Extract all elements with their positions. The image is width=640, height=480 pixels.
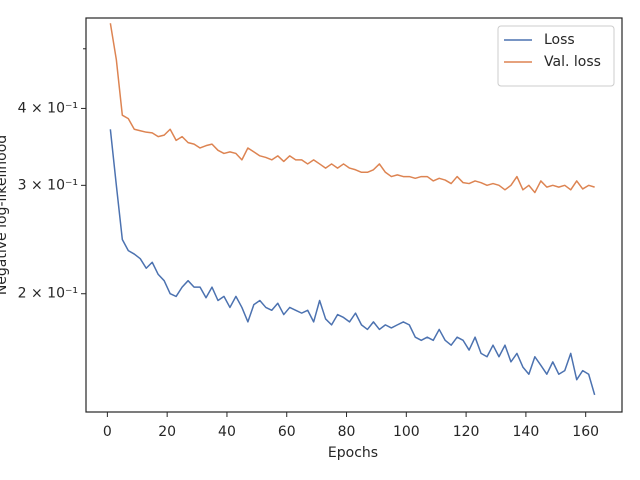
legend-label: Val. loss bbox=[544, 54, 601, 70]
x-tick-label: 0 bbox=[103, 424, 112, 440]
plot-frame bbox=[85, 17, 623, 413]
y-tick-label: 4 × 10⁻¹ bbox=[18, 100, 78, 116]
y-tick-label: 3 × 10⁻¹ bbox=[18, 177, 78, 193]
y-tick-label: 2 × 10⁻¹ bbox=[18, 286, 78, 302]
legend-label: Loss bbox=[544, 32, 575, 48]
x-tick-label: 60 bbox=[278, 424, 296, 440]
x-tick-label: 120 bbox=[453, 424, 480, 440]
series-line bbox=[109, 129, 596, 396]
legend-box bbox=[497, 25, 615, 87]
x-tick-label: 40 bbox=[218, 424, 236, 440]
y-axis-label: Negative log-likelihood bbox=[0, 135, 10, 295]
x-tick-label: 100 bbox=[393, 424, 420, 440]
x-tick-label: 80 bbox=[338, 424, 356, 440]
x-tick-label: 160 bbox=[572, 424, 599, 440]
x-tick-label: 20 bbox=[158, 424, 176, 440]
x-tick-label: 140 bbox=[513, 424, 540, 440]
series-line bbox=[109, 23, 595, 194]
x-axis-label: Epochs bbox=[328, 445, 378, 461]
